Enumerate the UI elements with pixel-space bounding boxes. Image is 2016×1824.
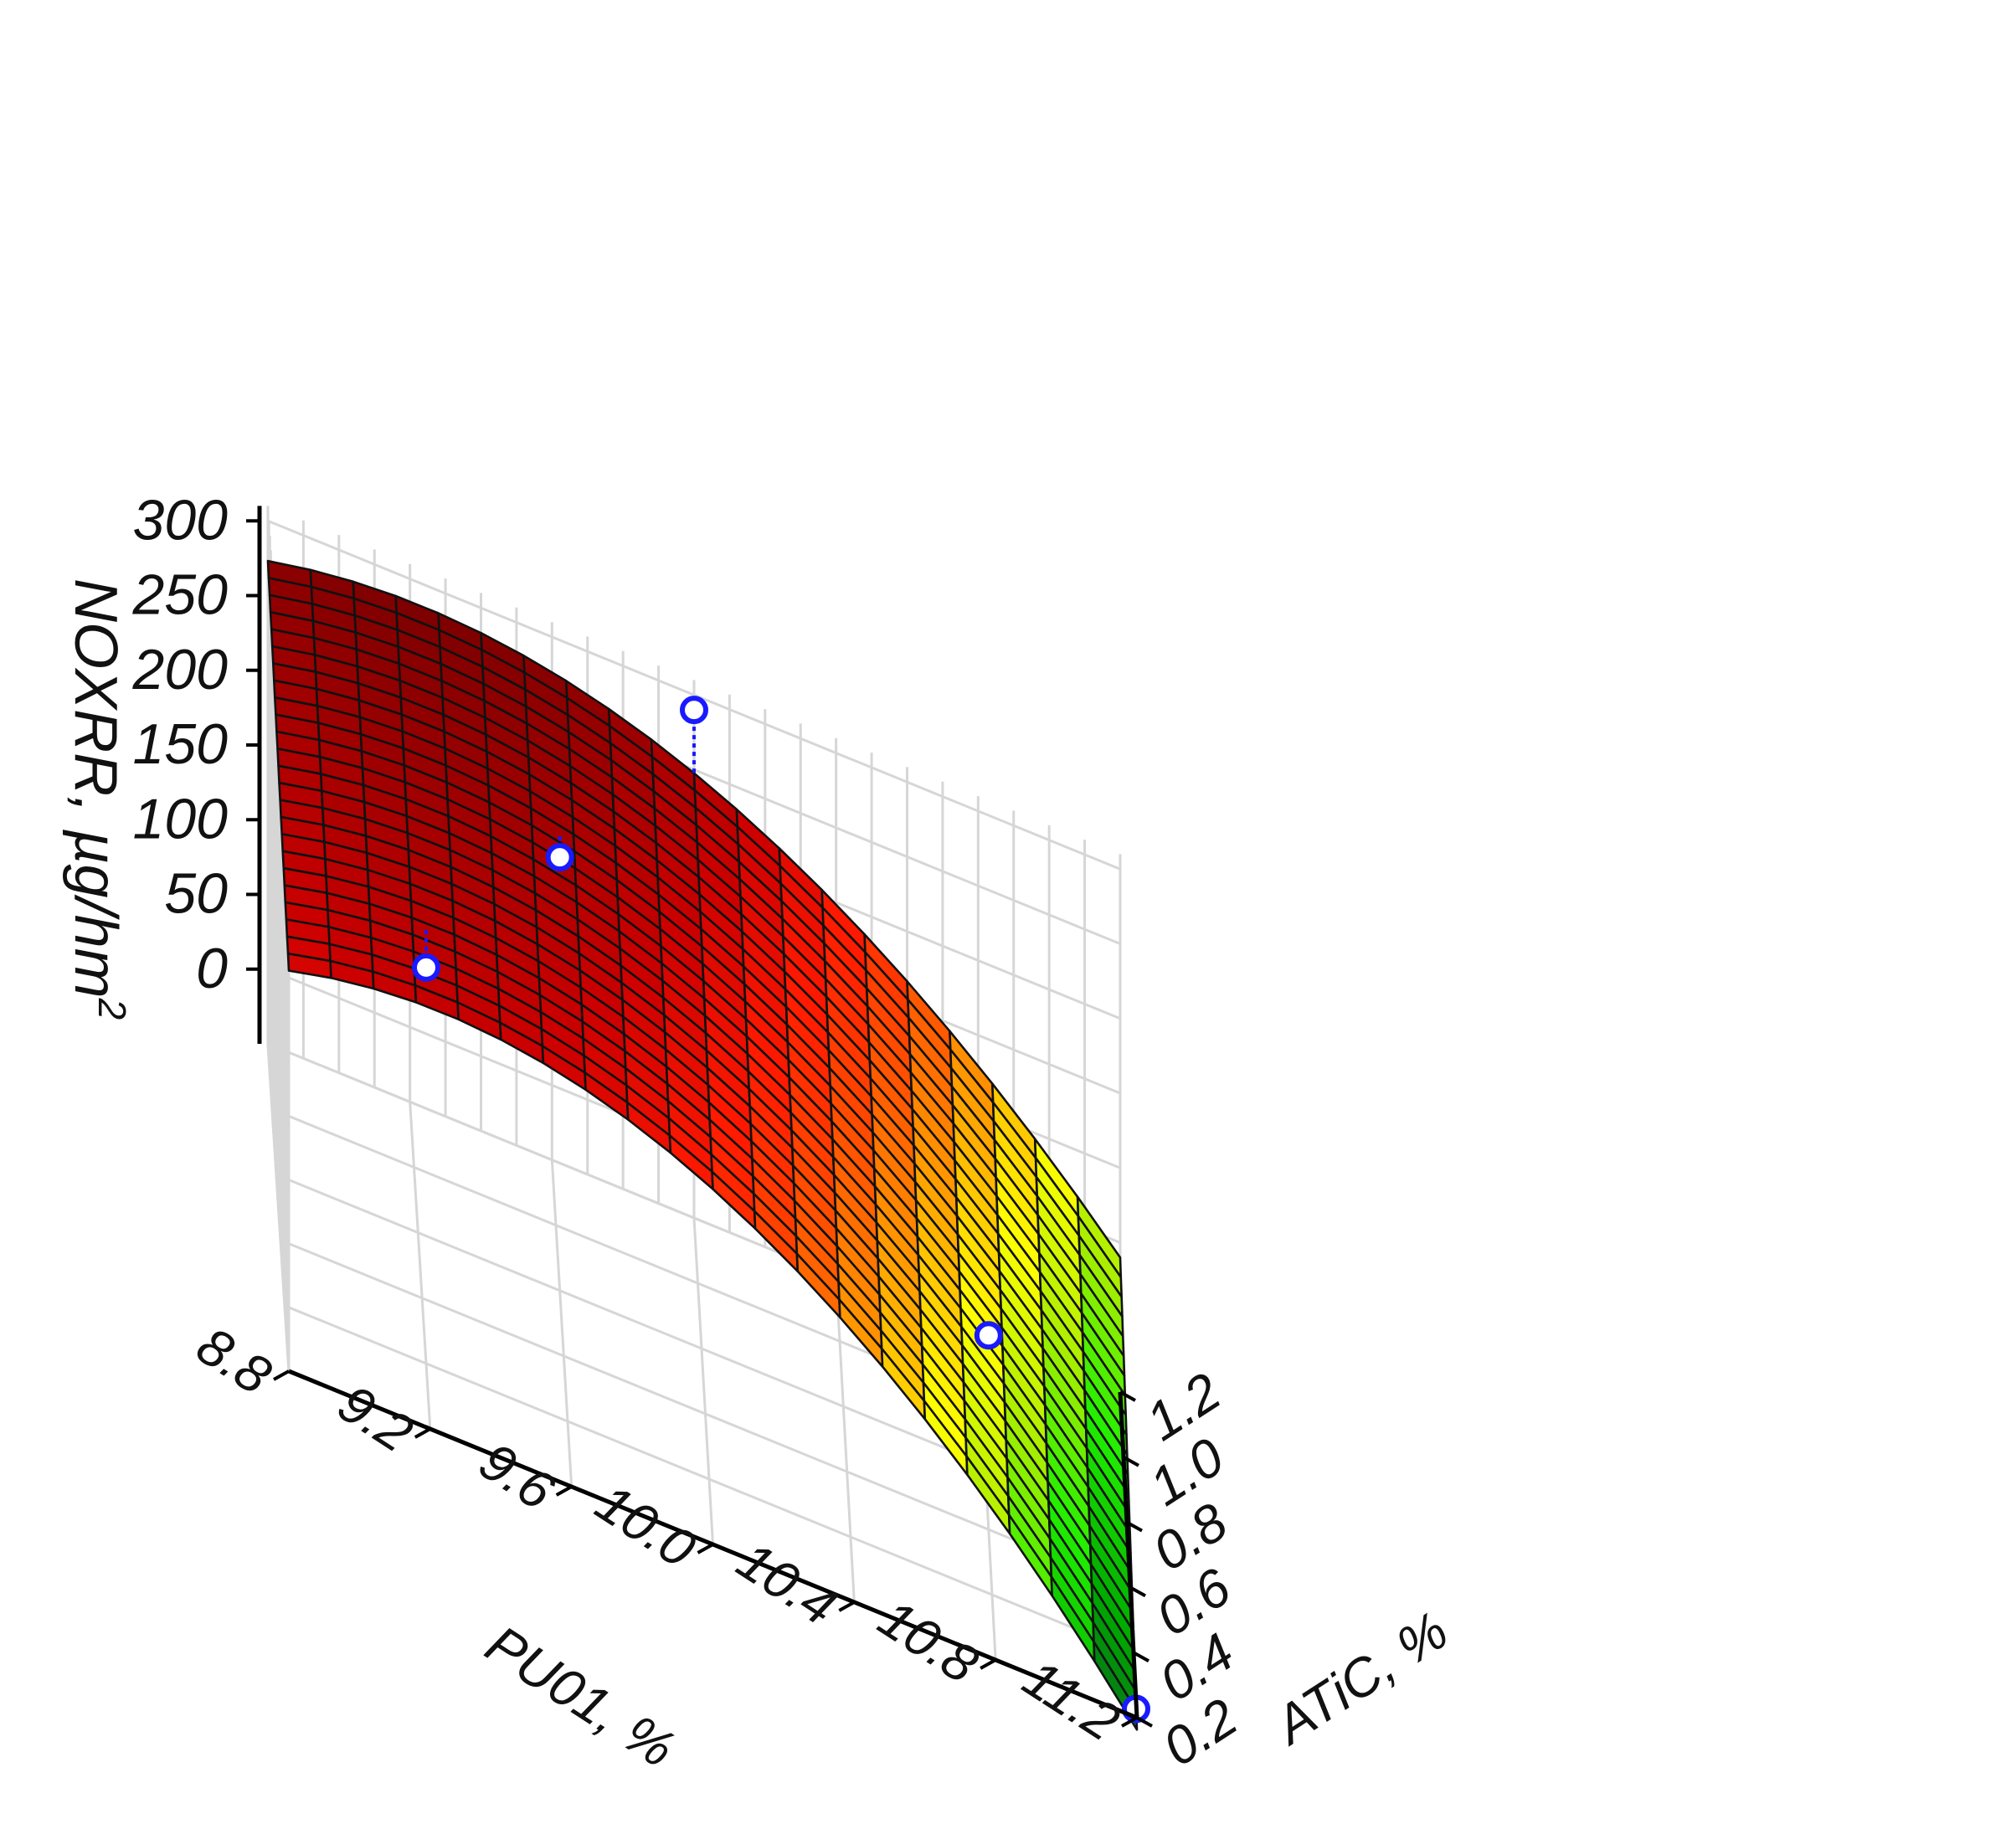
z-tick-label: 300 bbox=[133, 488, 229, 552]
z-axis-title: NOXRR, µg/hm2 bbox=[62, 578, 134, 1020]
z-tick-label: 200 bbox=[132, 638, 229, 701]
x-tick bbox=[1121, 1716, 1138, 1728]
x-tick bbox=[980, 1658, 997, 1670]
x-tick-label: 9.6 bbox=[469, 1431, 564, 1522]
z-tick-label: 250 bbox=[132, 563, 229, 627]
floor-grid-line bbox=[835, 1276, 856, 1603]
floor-grid-line bbox=[409, 1102, 432, 1430]
y-axis-title: ATiC, % bbox=[1262, 1600, 1458, 1756]
y-tick bbox=[1129, 1585, 1146, 1598]
observed-point bbox=[680, 696, 708, 725]
x-tick bbox=[273, 1369, 290, 1381]
y-tick bbox=[1123, 1456, 1139, 1467]
observed-point bbox=[545, 843, 574, 872]
x-tick bbox=[414, 1427, 431, 1439]
x-tick-label: 8.8 bbox=[187, 1315, 282, 1406]
floor-grid-line bbox=[550, 1159, 573, 1487]
y-axis-line bbox=[1118, 1391, 1139, 1719]
x-tick-label: 10.0 bbox=[585, 1472, 706, 1580]
floor-grid-line bbox=[284, 1304, 1134, 1654]
z-tick-label: 0 bbox=[196, 937, 228, 1000]
response-surface bbox=[266, 559, 1139, 1731]
y-tick bbox=[1136, 1716, 1153, 1728]
y-tick-label: 1.2 bbox=[1135, 1361, 1231, 1452]
floor-grid-line bbox=[280, 1239, 1131, 1589]
x-tick-label: 10.8 bbox=[868, 1588, 989, 1695]
z-tick-label: 150 bbox=[133, 712, 229, 776]
x-tick-label: 9.2 bbox=[328, 1373, 424, 1464]
y-tick bbox=[1133, 1651, 1149, 1662]
x-axis-title: PU01, % bbox=[476, 1614, 686, 1780]
floor-grid-line bbox=[692, 1217, 714, 1545]
x-tick bbox=[555, 1485, 573, 1497]
x-tick bbox=[838, 1600, 856, 1612]
z-tick-label: 50 bbox=[164, 862, 228, 926]
observed-point bbox=[974, 1321, 1003, 1350]
y-tick bbox=[1126, 1520, 1143, 1533]
observed-point bbox=[412, 953, 440, 982]
z-axis-title-superscript: 2 bbox=[90, 998, 134, 1020]
wall-grid-line bbox=[266, 668, 1121, 1020]
x-tick bbox=[697, 1543, 714, 1554]
z-axis-title-text: NOXRR, µg/hm bbox=[62, 578, 129, 999]
z-tick-label: 100 bbox=[133, 787, 229, 850]
x-tick-label: 10.4 bbox=[727, 1530, 847, 1637]
axes bbox=[246, 506, 1153, 1728]
y-tick bbox=[1119, 1390, 1136, 1402]
